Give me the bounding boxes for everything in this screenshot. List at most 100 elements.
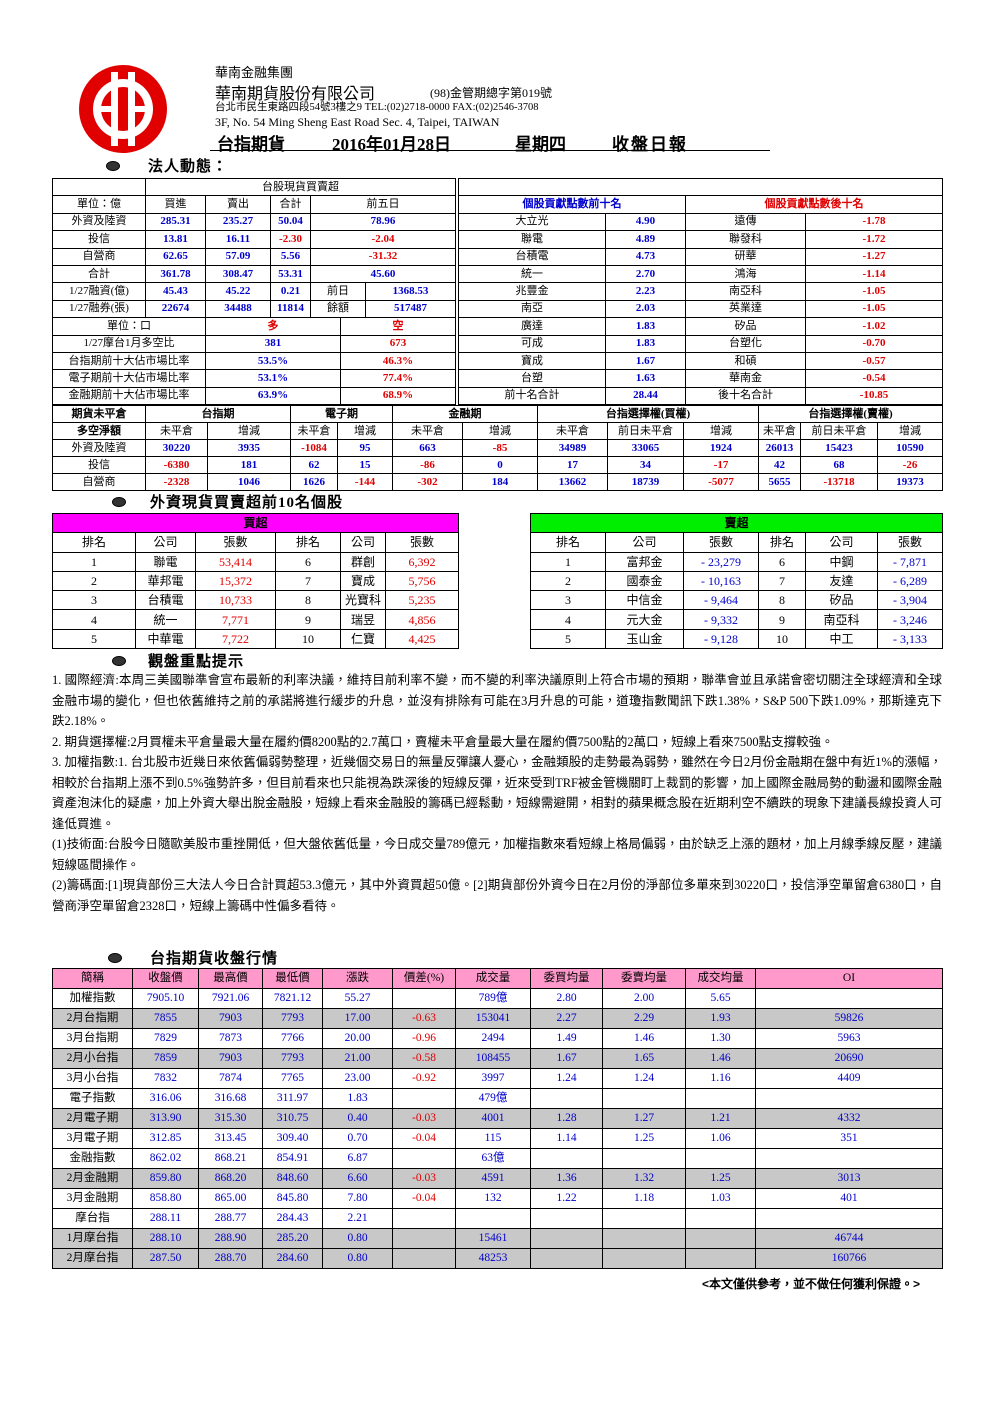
table-cell: - 3,133	[876, 628, 944, 650]
table-cell: -0.04	[392, 1128, 456, 1149]
table-cell: 南亞科	[805, 609, 878, 630]
table-cell: 0.80	[322, 1248, 393, 1269]
table-cell: 南亞	[458, 299, 606, 319]
table-cell: 311.97	[262, 1088, 323, 1109]
table-cell: 3013	[755, 1168, 943, 1189]
note-paragraph: 3. 加權指數:1. 台北股市近幾日來依舊偏弱勢整理，近幾個交易日的無量反彈讓人…	[52, 755, 942, 831]
table-row: 期貨未平倉 台指期 電子期 金融期 台指選擇權(買權) 台指選擇權(賣權)	[52, 405, 944, 423]
table-cell: 廣達	[458, 317, 606, 336]
table-row: 1/27摩台1月多空比 381 673	[52, 334, 456, 353]
table-cell: 45.22	[205, 282, 271, 301]
table-cell: -1084	[290, 439, 338, 457]
table-row: 多空淨額 未平倉 增減 未平倉 增減 未平倉 增減 未平倉 前日未平倉 增減 未平倉 前日未平倉 增減	[52, 422, 944, 440]
header-cell: 前日未平倉	[607, 422, 684, 440]
address-en: 3F, No. 54 Ming Sheng East Road Sec. 4, …	[215, 115, 500, 129]
table-cell: 台積電	[458, 247, 606, 266]
header-cell: 電子期	[290, 405, 393, 423]
table-cell: 854.91	[262, 1148, 323, 1169]
table-cell: 312.85	[132, 1128, 199, 1149]
table-cell: 1	[52, 551, 136, 572]
table-row: 可成 1.83 台塑化 -0.70	[458, 334, 943, 353]
table-cell: 聯發科	[685, 230, 806, 249]
table-cell: 10590	[877, 439, 944, 457]
header-cell: 單位：口	[52, 317, 206, 336]
table-cell: 6	[275, 551, 341, 572]
table-cell: 7903	[198, 1008, 263, 1029]
table-cell: 友達	[805, 570, 878, 592]
table-cell: -1.72	[805, 230, 943, 249]
table-cell: 78.96	[310, 212, 456, 232]
sell-table: 賣超 排名 公司 張數 排名 公司 張數 1 富邦金 - 23,279 6 中鋼 - 7,871 2 國泰金…	[529, 512, 944, 650]
table-cell: -0.03	[392, 1108, 456, 1129]
section-title: 外資現貨買賣超前10名個股	[150, 495, 344, 511]
header-cell: 台指選擇權(買權)	[536, 405, 760, 423]
table-cell: 3	[52, 590, 136, 611]
table-cell: 瑞昱	[340, 609, 386, 630]
table-cell: 34989	[537, 439, 608, 457]
header-cell: 張數	[195, 532, 276, 553]
quotes-table: 簡稱 收盤價 最高價 最低價 漲跌 價差(%) 成交量 委買均量 委賣均量 成交均量 OI 加權指數 7…	[52, 968, 943, 1269]
table-cell: 5	[52, 628, 136, 650]
table-cell: 2.23	[605, 282, 686, 301]
table-cell	[392, 1148, 456, 1169]
table-cell: 132	[455, 1188, 531, 1209]
table-cell: 62.65	[145, 247, 206, 266]
table-cell: 1.21	[685, 1108, 756, 1129]
table-cell: 投信	[52, 230, 146, 249]
table-row: 電子期前十大佔市場比率 53.1% 77.4%	[52, 369, 456, 388]
table-cell: 研華	[685, 247, 806, 266]
table-cell: -26	[877, 456, 944, 474]
table-cell: 9	[758, 609, 806, 630]
table-row: 聯電 4.89 聯發科 -1.72	[458, 230, 943, 249]
table-cell	[392, 1208, 456, 1229]
table-cell: 1.28	[530, 1108, 603, 1129]
table-row: 2月小台指 7859 7903 7793 21.00 -0.58 108455 1.67 1.6…	[52, 1048, 943, 1069]
table-cell: 48253	[455, 1248, 531, 1269]
table-row: 1/27融資(億) 45.43 45.22 0.21 前日 1368.53	[52, 282, 456, 301]
table-cell: -17	[682, 456, 760, 474]
notes: 1. 國際經濟:本周三美國聯準會宣布最新的利率決議，維持目前利率不變，而不變的利…	[52, 670, 942, 916]
table-cell: 53.5%	[205, 351, 341, 371]
table-cell: 4.73	[605, 247, 686, 266]
table-cell	[602, 1148, 686, 1169]
table-cell: 可成	[458, 334, 606, 353]
table-cell: 13.81	[145, 230, 206, 249]
table-cell: 848.60	[262, 1168, 323, 1189]
table-cell: 自營商	[52, 473, 146, 491]
table-row: 投信 13.81 16.11 -2.30 -2.04	[52, 230, 456, 249]
table-row: 3月台指期 7829 7873 7766 20.00 -0.96 2494 1.49 1.46 1…	[52, 1028, 943, 1049]
table-cell: -1.05	[805, 299, 943, 319]
table-cell: 62	[290, 456, 338, 474]
table-cell: 餘額	[310, 299, 366, 319]
table-cell: 7905.10	[132, 988, 199, 1009]
table-cell: 台指期前十大佔市場比率	[52, 351, 206, 371]
table-cell: 160766	[755, 1248, 943, 1269]
table-cell: 108455	[455, 1048, 531, 1069]
table-cell: 3997	[455, 1068, 531, 1089]
table-cell: 仁寶	[340, 628, 386, 650]
table-cell: 台積電	[135, 590, 196, 611]
table-cell	[755, 1208, 943, 1229]
table-cell: 5,235	[384, 590, 460, 611]
header-cell: 多空淨額	[52, 422, 146, 440]
table-cell: 2.80	[530, 988, 603, 1009]
table-cell: 3月電子期	[52, 1128, 133, 1149]
table-cell: 4001	[455, 1108, 531, 1129]
table-cell: -0.58	[392, 1048, 456, 1069]
table-row: 大立光 4.90 遠傳 -1.78	[458, 212, 943, 232]
table-cell: 17	[537, 456, 608, 474]
table-cell: 3	[530, 590, 606, 611]
table-cell: 1.16	[685, 1068, 756, 1089]
table-row: 外資及陸資 285.31 235.27 50.04 78.96	[52, 212, 456, 232]
table-cell: 6	[758, 551, 806, 572]
table-cell: 1.83	[605, 334, 686, 353]
table-cell: 53,414	[195, 551, 276, 572]
table-cell: 7855	[132, 1008, 199, 1029]
table-cell: -1.02	[805, 317, 943, 336]
table-cell: 401	[755, 1188, 943, 1209]
table-row: 4 統一 7,771 9 瑞昱 4,856	[52, 609, 460, 630]
note-paragraph: (1)技術面:台股今日隨歐美股市重挫開低，但大盤依舊低量，今日成交量789億元，…	[52, 837, 942, 872]
table-row: 4 元大金 - 9,332 9 南亞科 - 3,246	[530, 609, 944, 630]
